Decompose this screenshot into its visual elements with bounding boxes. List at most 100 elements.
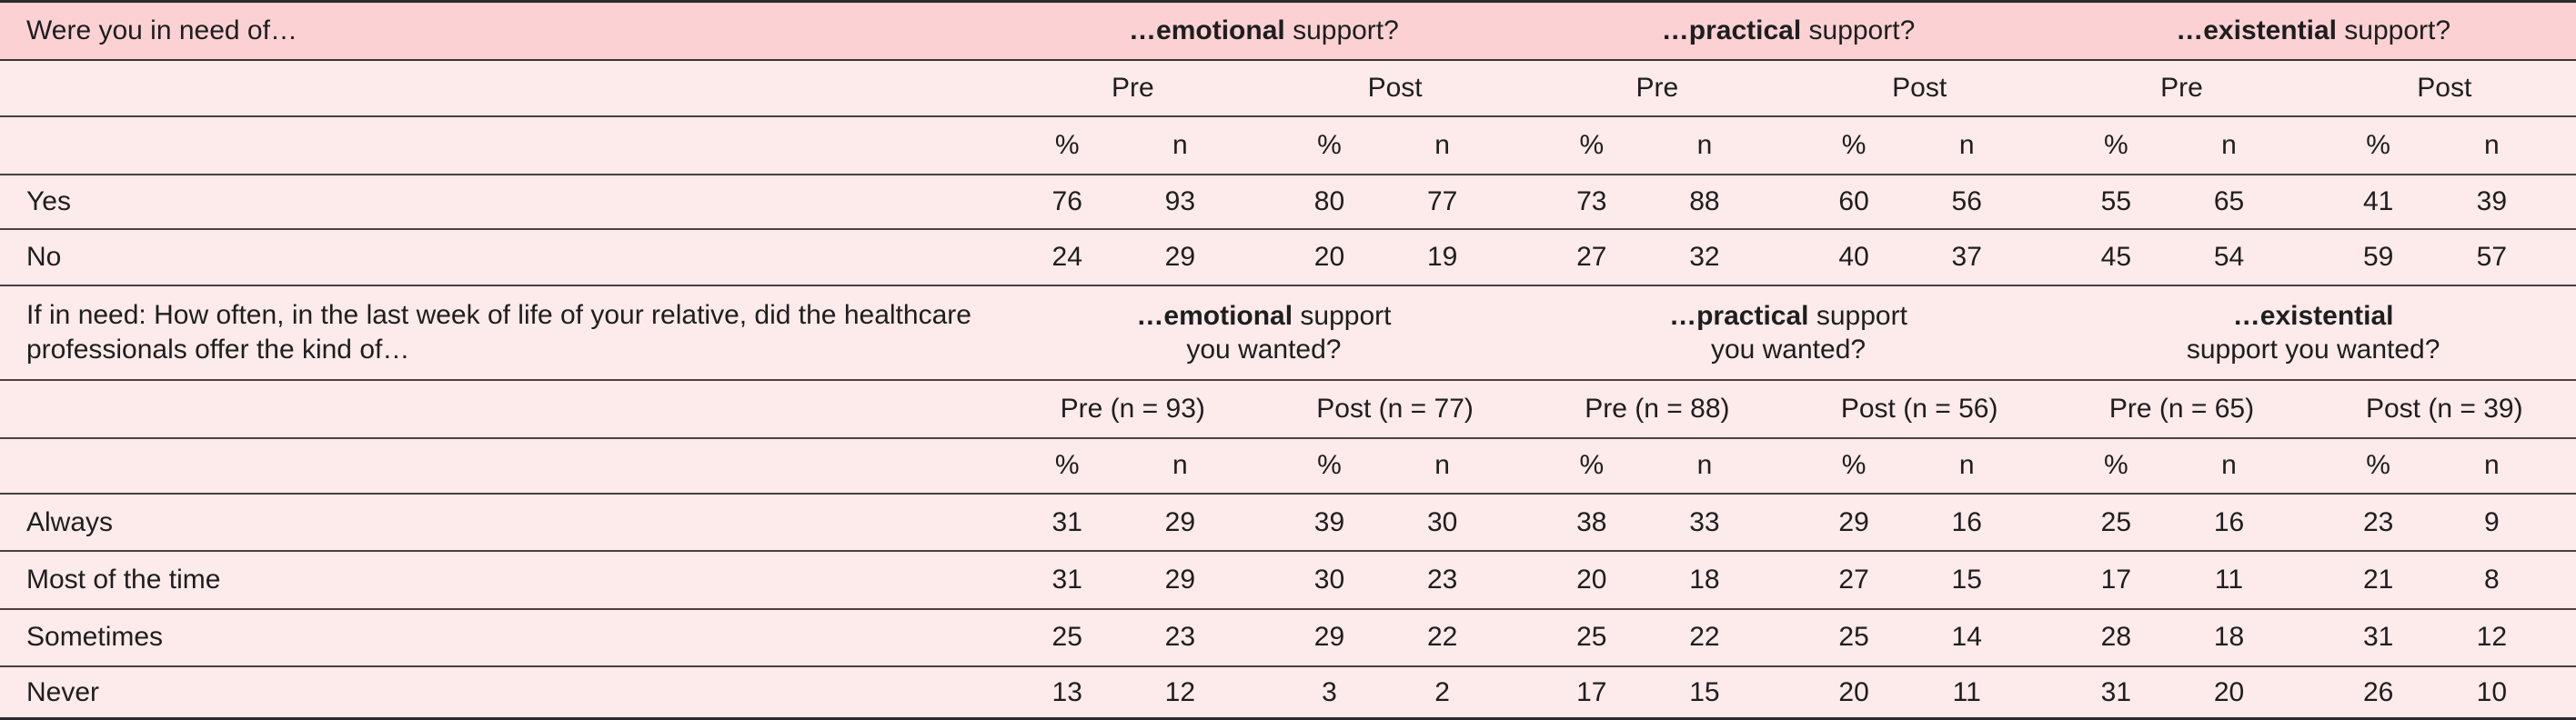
value-cell: 30 bbox=[1263, 550, 1395, 609]
prepost-n-header: Post (n = 56) bbox=[1788, 379, 2051, 438]
group-header-emotional-wanted: …emotional support you wanted? bbox=[1001, 285, 1526, 381]
group-header-line1: …emotional support bbox=[1001, 299, 1526, 333]
value-cell: 19 bbox=[1394, 228, 1526, 286]
section1-question-cell: Were you in need of… bbox=[0, 1, 1002, 60]
measure-header: n bbox=[1132, 436, 1264, 494]
measure-header: % bbox=[1788, 115, 1920, 175]
row-label: Never bbox=[0, 665, 1002, 719]
row-label: Sometimes bbox=[0, 607, 1002, 667]
group-header-line1: …practical support bbox=[1526, 299, 2051, 333]
group-header-practical: …practical support? bbox=[1525, 1, 2051, 60]
value-cell: 38 bbox=[1525, 492, 1657, 552]
value-cell: 31 bbox=[1001, 550, 1133, 609]
measure-header: n bbox=[1656, 436, 1789, 494]
group-header-existential-bold: …existential bbox=[2232, 301, 2394, 332]
group-header-emotional-bold: …emotional bbox=[1136, 301, 1293, 332]
row-sometimes: Sometimes 25 23 29 22 25 22 25 14 28 18 … bbox=[0, 607, 2576, 667]
group-header-emotional-bold: …emotional bbox=[1129, 15, 1285, 45]
section1-measure-row: % n % n % n % n % n % n bbox=[0, 115, 2576, 175]
measure-header: % bbox=[1788, 436, 1920, 494]
prepost-n-header: Pre (n = 88) bbox=[1525, 379, 1789, 438]
prepost-n-header: Post (n = 77) bbox=[1263, 379, 1526, 438]
measure-header: % bbox=[2312, 115, 2444, 175]
value-cell: 26 bbox=[2312, 665, 2444, 719]
value-cell: 29 bbox=[1132, 492, 1264, 552]
value-cell: 12 bbox=[2443, 607, 2576, 667]
measure-header: % bbox=[1263, 115, 1395, 175]
group-header-existential-wanted: …existential support you wanted? bbox=[2050, 285, 2576, 381]
value-cell: 33 bbox=[1656, 492, 1789, 552]
value-cell: 39 bbox=[1263, 492, 1395, 552]
group-header-line2: support you wanted? bbox=[2186, 335, 2440, 365]
row-label: Most of the time bbox=[0, 550, 1002, 609]
value-cell: 31 bbox=[2312, 607, 2444, 667]
value-cell: 93 bbox=[1132, 173, 1264, 230]
value-cell: 20 bbox=[2181, 665, 2313, 719]
value-cell: 54 bbox=[2181, 228, 2313, 286]
value-cell: 76 bbox=[1001, 173, 1133, 230]
group-header-line2: you wanted? bbox=[1186, 335, 1342, 365]
measure-header: n bbox=[2181, 436, 2313, 494]
section2-prepost-row: Pre (n = 93) Post (n = 77) Pre (n = 88) … bbox=[0, 379, 2576, 438]
group-header-practical-rest: support bbox=[1808, 301, 1907, 332]
measure-header: n bbox=[1919, 436, 2051, 494]
measure-header: % bbox=[1001, 436, 1133, 494]
group-header-emotional: …emotional support? bbox=[1001, 1, 1526, 60]
value-cell: 13 bbox=[1001, 665, 1133, 719]
value-cell: 57 bbox=[2443, 228, 2576, 286]
group-header-emotional-rest: support? bbox=[1284, 15, 1399, 45]
value-cell: 24 bbox=[1001, 228, 1133, 286]
measure-header: n bbox=[2443, 436, 2576, 494]
value-cell: 22 bbox=[1656, 607, 1789, 667]
measure-header: n bbox=[1656, 115, 1789, 175]
value-cell: 2 bbox=[1394, 665, 1526, 719]
row-yes: Yes 76 93 80 77 73 88 60 56 55 65 41 39 bbox=[0, 173, 2576, 230]
empty-cell bbox=[0, 379, 1002, 438]
measure-header: % bbox=[2050, 436, 2182, 494]
value-cell: 27 bbox=[1525, 228, 1657, 286]
measure-header: n bbox=[2181, 115, 2313, 175]
value-cell: 11 bbox=[2181, 550, 2313, 609]
value-cell: 20 bbox=[1525, 550, 1657, 609]
value-cell: 28 bbox=[2050, 607, 2182, 667]
measure-header: n bbox=[2443, 115, 2576, 175]
measure-header: % bbox=[1263, 436, 1395, 494]
prepost-header: Post bbox=[2312, 58, 2576, 117]
value-cell: 41 bbox=[2312, 173, 2444, 230]
measure-header: % bbox=[1001, 115, 1133, 175]
prepost-header: Pre bbox=[1525, 58, 1789, 117]
value-cell: 9 bbox=[2443, 492, 2576, 552]
value-cell: 25 bbox=[1788, 607, 1920, 667]
row-no: No 24 29 20 19 27 32 40 37 45 54 59 57 bbox=[0, 228, 2576, 286]
value-cell: 77 bbox=[1394, 173, 1526, 230]
measure-header: n bbox=[1919, 115, 2051, 175]
empty-cell bbox=[0, 58, 1002, 117]
section2-header-row: If in need: How often, in the last week … bbox=[0, 285, 2576, 381]
value-cell: 73 bbox=[1525, 173, 1657, 230]
prepost-header: Post bbox=[1788, 58, 2051, 117]
measure-header: n bbox=[1394, 436, 1526, 494]
measure-header: % bbox=[1525, 436, 1657, 494]
value-cell: 18 bbox=[2181, 607, 2313, 667]
prepost-header: Pre bbox=[2050, 58, 2313, 117]
value-cell: 32 bbox=[1656, 228, 1789, 286]
measure-header: % bbox=[2312, 436, 2444, 494]
section1-header-row: Were you in need of… …emotional support?… bbox=[0, 1, 2576, 60]
value-cell: 45 bbox=[2050, 228, 2182, 286]
group-header-practical-rest: support? bbox=[1801, 15, 1916, 45]
value-cell: 37 bbox=[1919, 228, 2051, 286]
value-cell: 12 bbox=[1132, 665, 1264, 719]
group-header-existential: …existential support? bbox=[2050, 1, 2576, 60]
group-header-practical-bold: …practical bbox=[1669, 301, 1809, 332]
measure-header: n bbox=[1132, 115, 1264, 175]
value-cell: 88 bbox=[1656, 173, 1789, 230]
value-cell: 14 bbox=[1919, 607, 2051, 667]
section2-question-cell: If in need: How often, in the last week … bbox=[0, 285, 1002, 381]
row-always: Always 31 29 39 30 38 33 29 16 25 16 23 … bbox=[0, 492, 2576, 552]
prepost-header: Pre bbox=[1001, 58, 1264, 117]
value-cell: 30 bbox=[1394, 492, 1526, 552]
group-header-existential-rest: support? bbox=[2336, 15, 2451, 45]
value-cell: 16 bbox=[1919, 492, 2051, 552]
